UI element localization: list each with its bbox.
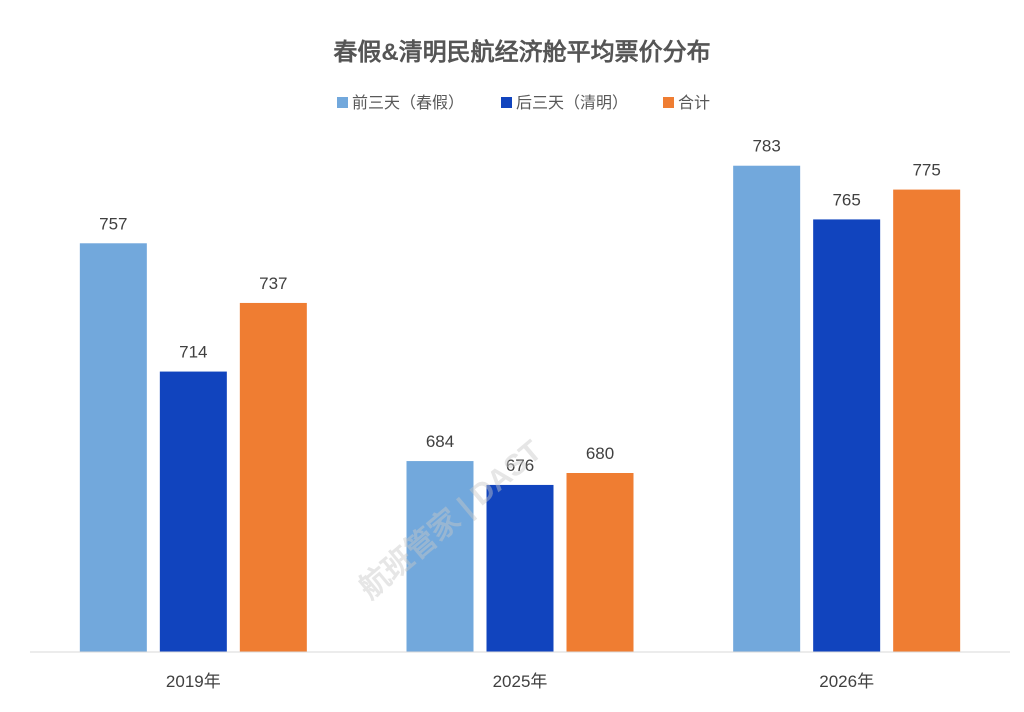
bar-1-2: [813, 219, 881, 652]
x-axis-ticks: 2019年 2025年 2026年: [166, 672, 874, 691]
bar-0-2: [733, 165, 801, 652]
data-label-2-1: 680: [586, 444, 614, 463]
data-label-1-1: 676: [506, 456, 534, 475]
legend: 前三天（春假） 后三天（清明） 合计: [337, 94, 710, 112]
data-label-0-1: 684: [426, 432, 454, 451]
bar-2-2: [893, 189, 961, 653]
data-label-1-2: 765: [832, 190, 860, 209]
bar-0-0: [79, 243, 147, 653]
data-label-1-0: 714: [179, 343, 207, 362]
legend-label-2: 合计: [678, 94, 710, 112]
legend-swatch-2: [663, 97, 674, 108]
data-label-0-0: 757: [99, 214, 127, 233]
data-label-0-2: 783: [752, 137, 780, 156]
bar-0-1: [406, 461, 474, 652]
bar-1-0: [159, 371, 227, 652]
legend-swatch-1: [501, 97, 512, 108]
bar-1-1: [486, 484, 554, 652]
x-tick-label-2: 2026年: [819, 672, 874, 691]
chart-title: 春假&清明民航经济舱平均票价分布: [333, 38, 710, 66]
data-label-2-2: 775: [912, 161, 940, 180]
bar-2-1: [566, 473, 634, 652]
bars: 757 714 737 684 676 680 783 765 775: [79, 137, 961, 653]
x-tick-label-1: 2025年: [493, 672, 548, 691]
data-label-2-0: 737: [259, 274, 287, 293]
legend-label-0: 前三天（春假）: [352, 94, 464, 112]
bar-2-0: [239, 302, 307, 652]
legend-label-1: 后三天（清明）: [516, 94, 628, 112]
legend-swatch-0: [337, 97, 348, 108]
x-tick-label-0: 2019年: [166, 672, 221, 691]
